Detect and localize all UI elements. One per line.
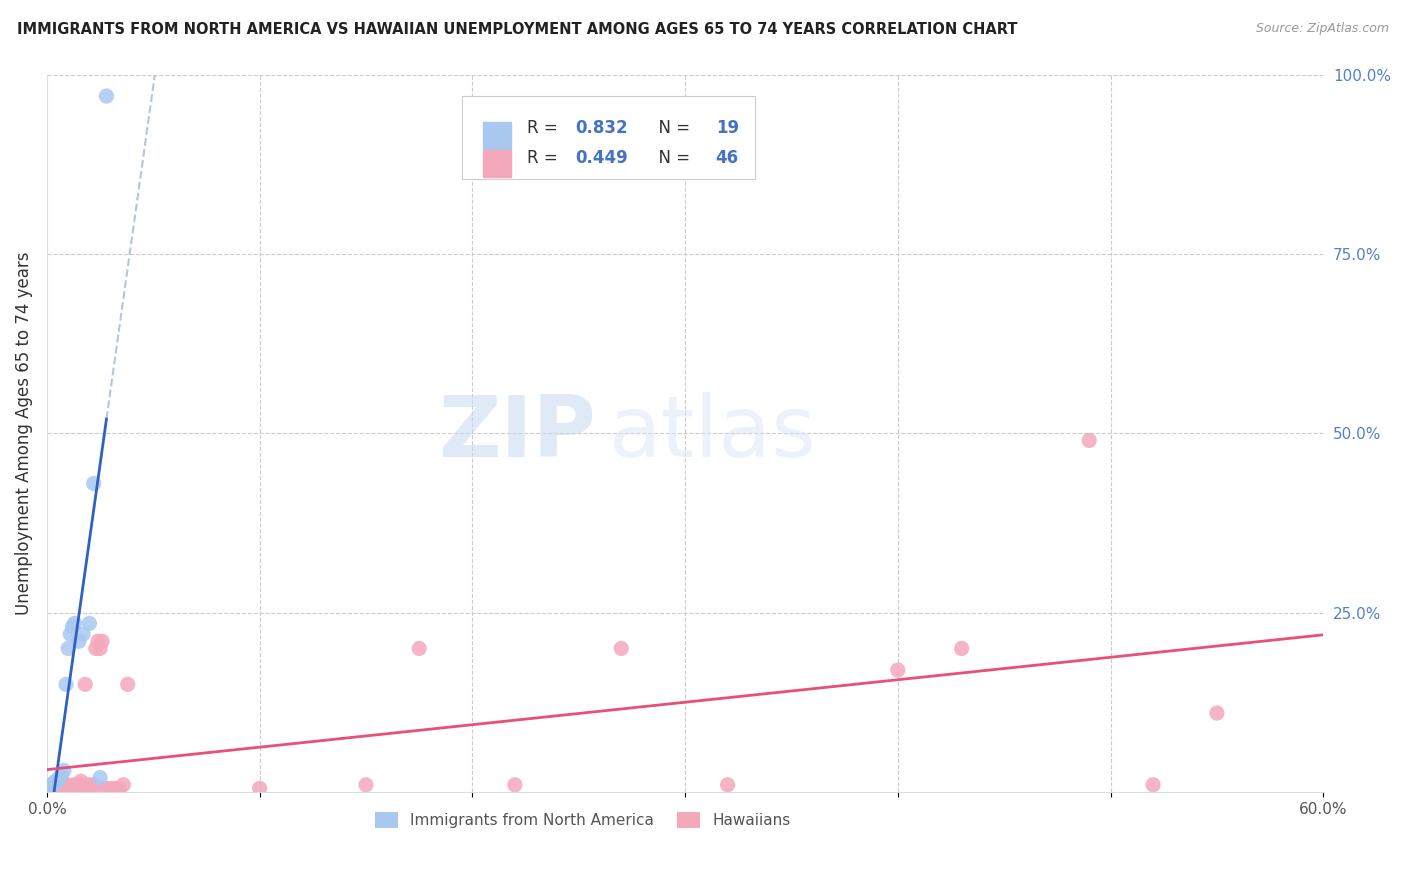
Point <box>1142 778 1164 792</box>
Point <box>108 781 131 796</box>
Point <box>48 781 70 796</box>
Point <box>38 781 60 796</box>
Point <box>38 781 60 796</box>
Text: 0.449: 0.449 <box>575 149 628 168</box>
Point <box>76 781 98 796</box>
Point <box>44 774 66 789</box>
Point <box>950 641 973 656</box>
Point <box>72 778 94 792</box>
Point <box>46 778 69 792</box>
Point <box>52 764 75 778</box>
Point <box>75 677 97 691</box>
Point <box>887 663 910 677</box>
Point <box>42 778 65 792</box>
Point <box>48 774 70 789</box>
Point <box>51 767 73 781</box>
Point <box>66 778 89 792</box>
Legend: Immigrants from North America, Hawaiians: Immigrants from North America, Hawaiians <box>370 806 797 835</box>
Point <box>93 781 115 796</box>
Point <box>72 627 94 641</box>
Point <box>717 778 740 792</box>
Point <box>79 616 101 631</box>
Point <box>39 778 62 792</box>
Point <box>408 641 430 656</box>
Point <box>89 641 111 656</box>
Bar <box>484 150 512 178</box>
Point <box>96 89 118 103</box>
Point <box>610 641 633 656</box>
Point <box>70 774 93 789</box>
Point <box>117 677 139 691</box>
Point <box>39 781 62 796</box>
Point <box>62 620 84 634</box>
Point <box>91 634 114 648</box>
Text: R =: R = <box>527 149 562 168</box>
Point <box>55 677 77 691</box>
Point <box>112 778 135 792</box>
Point <box>46 774 69 789</box>
Text: IMMIGRANTS FROM NORTH AMERICA VS HAWAIIAN UNEMPLOYMENT AMONG AGES 65 TO 74 YEARS: IMMIGRANTS FROM NORTH AMERICA VS HAWAIIA… <box>17 22 1018 37</box>
Point <box>44 781 66 796</box>
Point <box>79 778 101 792</box>
Point <box>67 634 90 648</box>
Point <box>62 781 84 796</box>
Point <box>503 778 526 792</box>
Point <box>56 778 79 792</box>
Text: atlas: atlas <box>609 392 817 475</box>
Point <box>84 641 107 656</box>
Point <box>96 781 118 796</box>
Point <box>48 771 70 785</box>
Point <box>83 778 105 792</box>
Point <box>55 781 77 796</box>
Point <box>83 476 105 491</box>
Point <box>1206 706 1229 720</box>
Text: 0.832: 0.832 <box>575 120 628 137</box>
Y-axis label: Unemployment Among Ages 65 to 74 years: Unemployment Among Ages 65 to 74 years <box>15 252 32 615</box>
Point <box>354 778 377 792</box>
Point <box>104 781 127 796</box>
Point <box>249 781 271 796</box>
Point <box>100 781 122 796</box>
Point <box>80 781 103 796</box>
Point <box>63 778 86 792</box>
Text: R =: R = <box>527 120 562 137</box>
Text: N =: N = <box>648 149 696 168</box>
Point <box>67 781 90 796</box>
Text: ZIP: ZIP <box>439 392 596 475</box>
Text: Source: ZipAtlas.com: Source: ZipAtlas.com <box>1256 22 1389 36</box>
Point <box>56 641 79 656</box>
Point <box>52 778 75 792</box>
Point <box>89 771 111 785</box>
Text: 46: 46 <box>716 149 738 168</box>
Bar <box>484 122 512 150</box>
Text: 19: 19 <box>716 120 738 137</box>
Point <box>42 778 65 792</box>
Point <box>46 781 69 796</box>
FancyBboxPatch shape <box>461 96 755 178</box>
Point <box>51 781 73 796</box>
Point <box>87 634 110 648</box>
Point <box>59 781 82 796</box>
Point <box>63 616 86 631</box>
Point <box>1078 434 1101 448</box>
Point <box>59 627 82 641</box>
Text: N =: N = <box>648 120 696 137</box>
